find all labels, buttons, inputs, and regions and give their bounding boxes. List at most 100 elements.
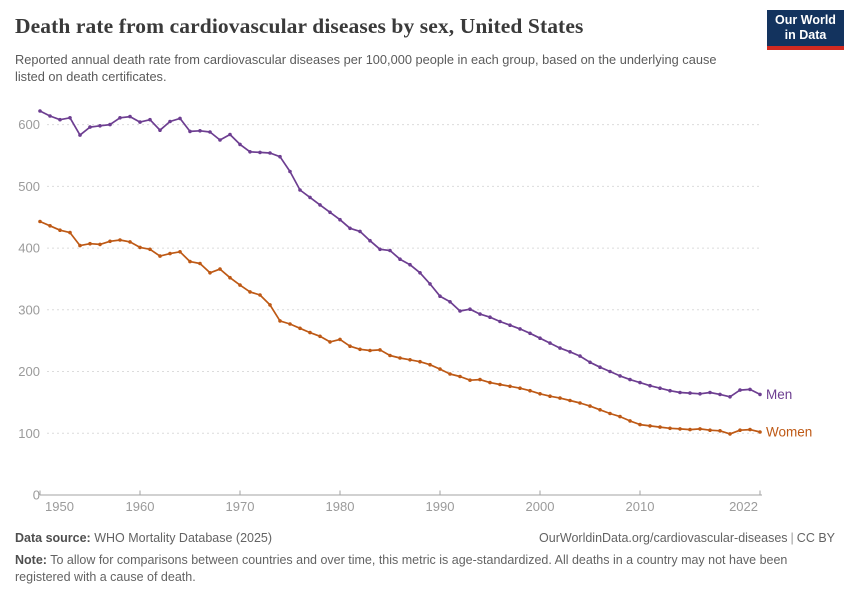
data-point-men-1952[interactable] (58, 117, 62, 122)
data-point-women-1963[interactable] (168, 251, 172, 256)
data-point-women-1967[interactable] (208, 271, 212, 275)
data-point-men-1978[interactable] (318, 203, 322, 207)
data-point-women-1975[interactable] (288, 322, 292, 326)
data-point-women-1988[interactable] (418, 359, 422, 364)
data-point-men-1992[interactable] (458, 309, 462, 313)
data-point-women-1950[interactable] (38, 219, 42, 224)
data-point-women-1951[interactable] (48, 224, 52, 228)
data-point-men-2002[interactable] (558, 346, 562, 350)
data-point-men-2015[interactable] (688, 391, 692, 395)
data-point-men-1982[interactable] (358, 229, 362, 234)
data-point-men-1967[interactable] (208, 130, 212, 134)
data-point-women-1956[interactable] (98, 242, 102, 247)
data-point-men-2010[interactable] (638, 380, 642, 385)
data-point-women-1981[interactable] (348, 344, 352, 349)
data-point-men-1951[interactable] (48, 114, 52, 118)
data-point-men-2011[interactable] (648, 383, 652, 388)
data-point-women-2013[interactable] (668, 426, 672, 431)
data-point-women-1970[interactable] (238, 283, 242, 287)
data-point-men-2004[interactable] (578, 354, 582, 358)
data-point-women-2007[interactable] (608, 411, 612, 416)
data-point-women-1989[interactable] (428, 362, 432, 367)
data-point-women-1954[interactable] (78, 243, 82, 248)
data-point-women-2008[interactable] (618, 414, 622, 419)
owid-url-link[interactable]: OurWorldinData.org/cardiovascular-diseas… (539, 531, 788, 545)
data-point-women-2004[interactable] (578, 401, 582, 405)
data-point-men-2017[interactable] (708, 390, 712, 395)
series-line-women[interactable] (39, 220, 761, 435)
data-point-men-1985[interactable] (388, 248, 392, 253)
data-point-men-1964[interactable] (178, 116, 182, 121)
data-point-men-1976[interactable] (298, 188, 302, 192)
data-point-women-1984[interactable] (378, 348, 382, 352)
data-point-men-1972[interactable] (258, 150, 262, 155)
data-point-women-1960[interactable] (138, 245, 142, 250)
data-point-men-1958[interactable] (118, 116, 122, 120)
data-point-men-1975[interactable] (288, 169, 292, 174)
data-point-women-1966[interactable] (198, 261, 202, 266)
data-point-men-1980[interactable] (338, 217, 342, 222)
data-point-men-1971[interactable] (248, 150, 252, 154)
data-point-men-2014[interactable] (678, 390, 682, 395)
data-point-men-2022[interactable] (758, 392, 762, 397)
data-point-men-1989[interactable] (428, 282, 432, 286)
data-point-women-1991[interactable] (448, 372, 452, 376)
data-point-women-2020[interactable] (738, 428, 742, 433)
license-link[interactable]: CC BY (796, 531, 835, 545)
data-point-men-1955[interactable] (88, 125, 92, 129)
data-point-men-2003[interactable] (568, 350, 572, 354)
data-point-men-2008[interactable] (618, 374, 622, 378)
data-point-men-1956[interactable] (98, 124, 102, 128)
data-point-women-1965[interactable] (188, 259, 192, 264)
data-point-men-1981[interactable] (348, 226, 352, 231)
data-point-women-2022[interactable] (758, 430, 762, 434)
data-point-men-2007[interactable] (608, 369, 612, 374)
data-point-men-1966[interactable] (198, 129, 202, 133)
data-point-men-1973[interactable] (268, 151, 272, 155)
data-point-women-1999[interactable] (528, 388, 532, 393)
data-point-women-2021[interactable] (748, 427, 752, 432)
data-point-men-1957[interactable] (108, 122, 112, 127)
data-point-men-1965[interactable] (188, 129, 192, 134)
data-point-women-1959[interactable] (128, 240, 132, 244)
data-point-women-2018[interactable] (718, 429, 722, 433)
data-point-men-1962[interactable] (158, 128, 162, 132)
data-point-women-1976[interactable] (298, 326, 302, 331)
data-point-men-1968[interactable] (218, 138, 222, 142)
data-point-men-2005[interactable] (588, 360, 592, 365)
data-point-women-1972[interactable] (258, 293, 262, 297)
data-point-men-2009[interactable] (628, 377, 632, 382)
data-point-men-1969[interactable] (228, 132, 232, 137)
data-point-women-2002[interactable] (558, 396, 562, 400)
data-point-women-1992[interactable] (458, 374, 462, 379)
data-point-women-1990[interactable] (438, 367, 442, 371)
data-point-women-1958[interactable] (118, 238, 122, 242)
data-point-women-2003[interactable] (568, 398, 572, 403)
data-point-women-1983[interactable] (368, 348, 372, 353)
data-point-men-1996[interactable] (498, 319, 502, 324)
data-point-women-1973[interactable] (268, 303, 272, 307)
data-point-women-1977[interactable] (308, 330, 312, 335)
data-point-men-1959[interactable] (128, 114, 132, 119)
data-point-men-1963[interactable] (168, 119, 172, 124)
data-point-women-1961[interactable] (148, 247, 152, 252)
cvd-death-rate-line-chart[interactable]: 0 100 200 300 400 500 600 1950 1960 1970 1980 1990 2… (0, 95, 850, 520)
data-point-men-1993[interactable] (468, 307, 472, 312)
data-point-men-2021[interactable] (748, 387, 752, 392)
data-point-women-1982[interactable] (358, 347, 362, 352)
series-line-men[interactable] (39, 110, 761, 398)
data-point-women-1993[interactable] (468, 378, 472, 383)
data-point-women-2019[interactable] (728, 432, 732, 436)
data-point-women-1957[interactable] (108, 239, 112, 244)
data-point-women-2011[interactable] (648, 424, 652, 428)
data-point-women-1996[interactable] (498, 382, 502, 387)
data-point-men-2019[interactable] (728, 395, 732, 399)
data-point-men-1977[interactable] (308, 195, 312, 200)
data-point-men-1954[interactable] (78, 133, 82, 137)
data-point-men-2016[interactable] (698, 392, 702, 396)
data-point-women-1962[interactable] (158, 254, 162, 258)
data-point-men-1983[interactable] (368, 238, 372, 243)
data-point-men-1995[interactable] (488, 315, 492, 320)
data-point-women-1974[interactable] (278, 319, 282, 323)
data-point-men-1998[interactable] (518, 327, 522, 331)
